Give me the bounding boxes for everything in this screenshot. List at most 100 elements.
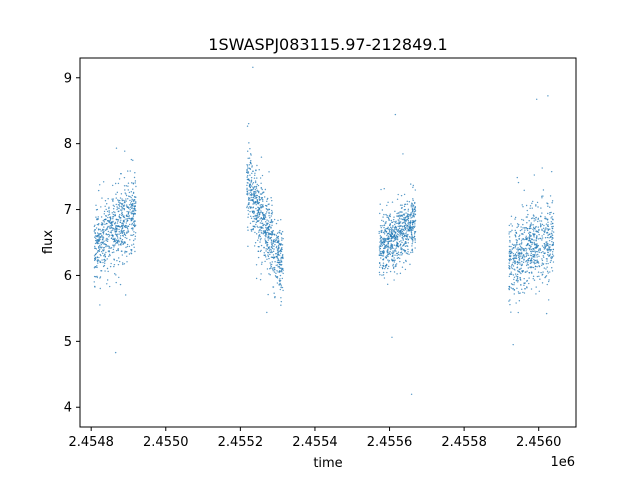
data-point	[539, 223, 542, 225]
data-point	[131, 198, 133, 201]
data-point	[508, 258, 510, 261]
data-point	[508, 224, 511, 227]
data-point	[247, 157, 249, 160]
data-point	[277, 251, 280, 253]
data-point	[518, 243, 520, 246]
data-point	[281, 271, 283, 273]
data-point	[120, 244, 122, 246]
data-point	[94, 242, 97, 245]
data-point	[510, 266, 513, 268]
data-point	[529, 226, 531, 228]
data-point	[400, 248, 403, 251]
data-point	[382, 252, 385, 254]
data-point	[94, 235, 97, 237]
data-point	[388, 214, 391, 217]
data-point	[387, 216, 389, 219]
data-point	[253, 193, 256, 196]
data-point	[404, 238, 407, 240]
data-point	[537, 220, 539, 223]
data-point	[380, 252, 382, 255]
data-point	[98, 242, 100, 245]
data-point	[268, 257, 270, 260]
data-point	[258, 196, 260, 198]
data-point	[532, 275, 535, 278]
data-point	[271, 261, 273, 263]
data-point	[127, 229, 129, 231]
data-point	[123, 201, 126, 203]
data-point	[547, 234, 549, 236]
data-point	[547, 280, 550, 283]
data-point	[103, 240, 105, 242]
data-point	[117, 248, 119, 250]
data-point	[526, 237, 529, 239]
data-point	[384, 222, 386, 224]
data-point	[250, 196, 252, 199]
data-point	[546, 258, 548, 260]
data-point	[134, 180, 137, 182]
data-point	[387, 261, 390, 263]
data-point	[264, 215, 266, 217]
data-point	[403, 220, 406, 222]
data-point	[518, 259, 520, 261]
data-point	[413, 233, 416, 235]
data-point	[536, 201, 539, 204]
data-point	[263, 246, 265, 249]
data-point	[102, 235, 104, 238]
data-point	[543, 246, 545, 249]
data-point	[396, 257, 399, 259]
data-point	[124, 192, 126, 194]
data-point	[512, 253, 515, 255]
data-point	[105, 208, 107, 211]
data-point	[398, 231, 400, 234]
data-point	[280, 283, 282, 286]
data-point	[125, 193, 127, 195]
data-point	[534, 268, 536, 270]
data-point	[132, 217, 134, 219]
data-point	[402, 218, 404, 220]
data-point	[381, 274, 383, 276]
data-point	[247, 216, 249, 218]
data-point	[133, 223, 136, 225]
data-point	[98, 245, 100, 248]
data-point	[396, 212, 398, 215]
data-point	[107, 230, 110, 233]
data-point	[130, 203, 132, 206]
data-point	[517, 270, 519, 272]
data-point	[392, 218, 395, 221]
data-point	[541, 235, 543, 237]
data-point	[102, 223, 104, 225]
data-point	[112, 198, 114, 200]
data-point	[98, 237, 100, 240]
data-point	[379, 244, 381, 246]
data-point	[273, 248, 275, 250]
data-point	[400, 233, 402, 235]
data-point	[387, 248, 389, 250]
data-point	[414, 241, 416, 244]
data-point	[122, 203, 124, 205]
data-point	[277, 239, 280, 241]
data-point	[134, 224, 137, 226]
data-point	[412, 214, 415, 216]
data-point	[117, 249, 119, 252]
data-point	[255, 169, 257, 171]
data-point	[271, 211, 274, 213]
data-point	[121, 262, 124, 264]
data-point	[105, 215, 107, 217]
data-point	[516, 267, 518, 269]
data-point	[550, 223, 552, 225]
data-point	[134, 182, 136, 184]
data-point	[124, 150, 126, 152]
data-point	[411, 221, 414, 224]
data-point	[385, 246, 388, 248]
data-point	[396, 273, 398, 275]
data-point	[131, 224, 133, 226]
data-point	[399, 221, 402, 223]
data-point	[270, 256, 273, 258]
data-point	[547, 248, 549, 250]
data-point	[265, 234, 268, 236]
data-point	[516, 277, 519, 280]
data-point	[551, 227, 554, 229]
data-point	[254, 226, 256, 228]
data-point	[406, 230, 408, 232]
data-point	[116, 235, 119, 237]
